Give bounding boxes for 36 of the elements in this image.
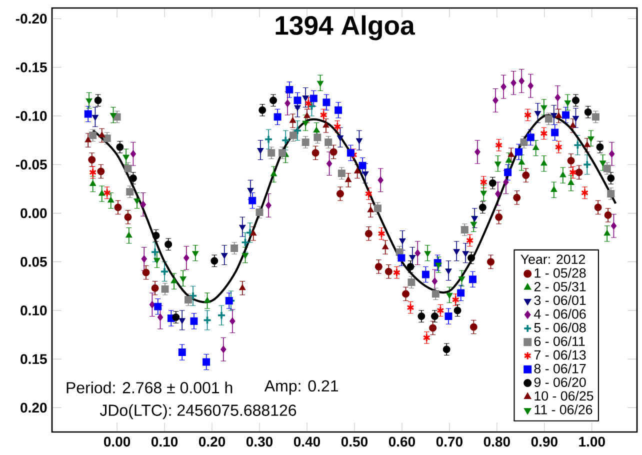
- y-tick-label: -0.05: [16, 160, 47, 170]
- x-tick-label: 0.30: [246, 436, 273, 447]
- legend-label: 9 - 06/20: [534, 377, 586, 388]
- x-tick-label: 0.40: [294, 436, 320, 447]
- chart-title: 1394 Algoa: [276, 15, 416, 40]
- legend-label: 7 - 06/13: [534, 350, 586, 360]
- x-tick-label: 0.20: [198, 436, 226, 447]
- y-tick-label: -0.15: [16, 62, 47, 72]
- annotation: JDo(LTC): 2456075.688126: [100, 404, 296, 420]
- x-tick-label: 1.00: [579, 436, 605, 447]
- y-tick-label: 0.10: [20, 306, 47, 316]
- annotation: Period: 2.768 ± 0.001 h: [66, 382, 232, 394]
- x-tick-label: 0.10: [151, 436, 178, 447]
- y-tick-label: 0.15: [20, 354, 47, 364]
- legend-label: 1 - 05/28: [534, 268, 586, 278]
- x-tick-label: 0.90: [531, 436, 558, 447]
- y-tick-label: 0.05: [20, 256, 47, 267]
- y-tick-label: 0.20: [20, 402, 47, 413]
- x-tick-label: 0.70: [436, 436, 462, 447]
- legend-label: 11 - 06/26: [534, 404, 592, 414]
- y-tick-label: -0.20: [16, 14, 47, 24]
- legend-label: 10 - 06/25: [534, 390, 594, 401]
- legend-title: Year: 2012: [520, 254, 585, 264]
- legend-label: 6 - 06/11: [534, 336, 585, 346]
- y-tick-label: 0.00: [20, 208, 47, 218]
- legend-label: 3 - 06/01: [534, 295, 586, 306]
- x-tick-label: 0.60: [388, 436, 416, 447]
- x-tick-label: 0.80: [484, 436, 510, 447]
- annotation: Amp: 0.21: [264, 380, 338, 395]
- x-tick-label: 0.50: [341, 436, 368, 447]
- legend-label: 8 - 06/17: [534, 364, 586, 374]
- legend-label: 5 - 06/08: [534, 322, 586, 332]
- legend-label: 4 - 06/06: [534, 308, 586, 319]
- legend-label: 2 - 05/31: [534, 282, 586, 292]
- x-tick-label: 0.00: [104, 436, 130, 447]
- y-tick-label: -0.10: [16, 111, 47, 121]
